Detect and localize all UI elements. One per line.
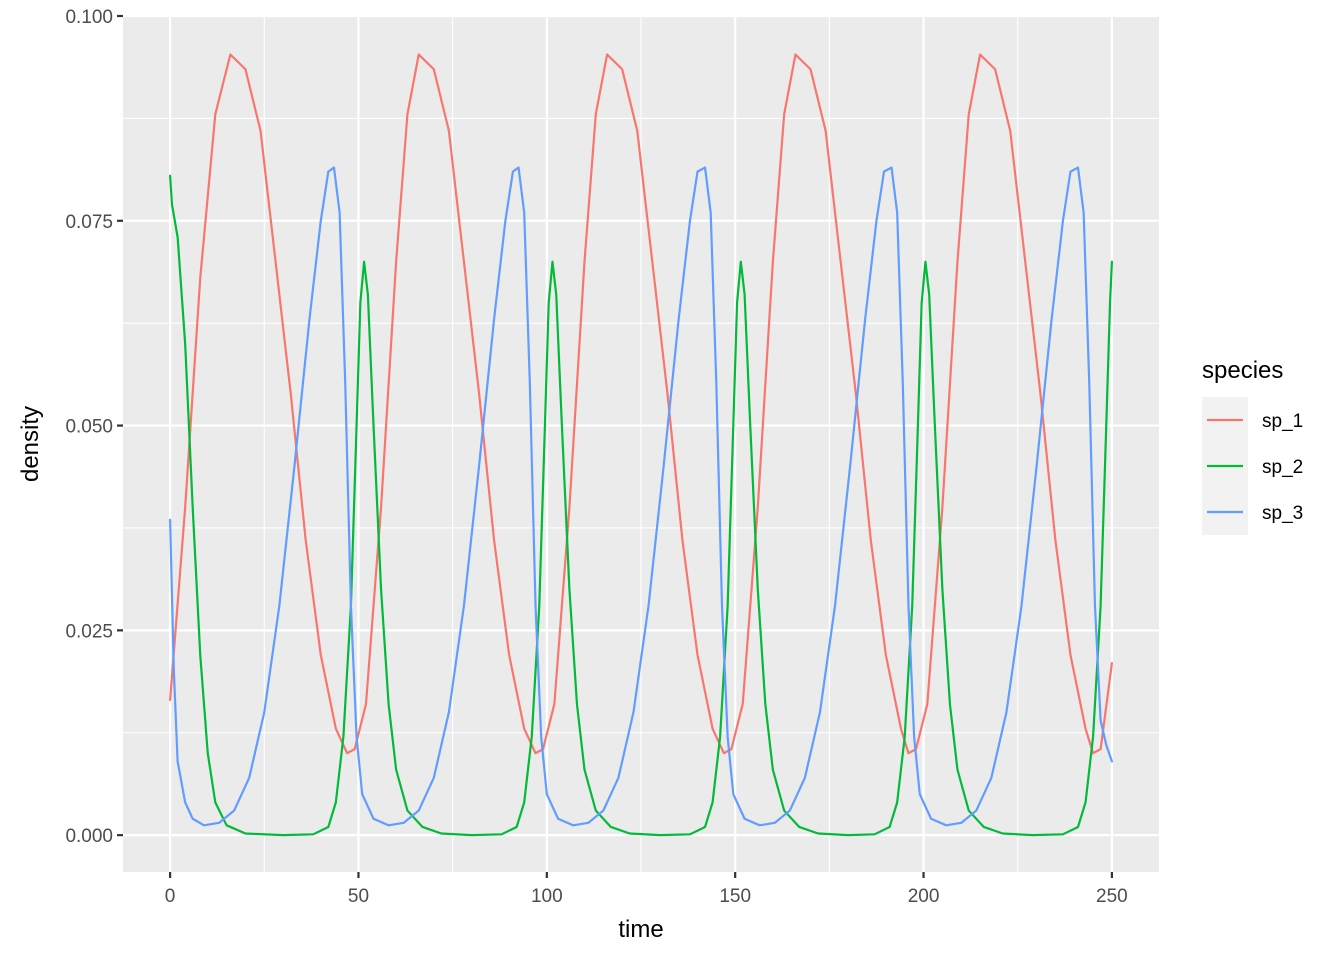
legend: species sp_1 sp_2 sp_3 bbox=[1202, 357, 1303, 535]
x-tick-label: 250 bbox=[1096, 886, 1128, 907]
y-tick-label: 0.025 bbox=[65, 621, 113, 642]
y-axis-title: density bbox=[17, 406, 44, 482]
legend-label-sp-2: sp_2 bbox=[1262, 457, 1303, 478]
legend-label-sp-3: sp_3 bbox=[1262, 503, 1303, 524]
legend-title: species bbox=[1202, 357, 1283, 384]
x-tick-label: 100 bbox=[531, 886, 563, 907]
y-tick-label: 0.050 bbox=[65, 417, 113, 438]
y-tick-label: 0.075 bbox=[65, 212, 113, 233]
series-layer bbox=[168, 53, 1114, 837]
x-tick-label: 200 bbox=[908, 886, 940, 907]
legend-label-sp-1: sp_1 bbox=[1262, 411, 1303, 432]
x-axis: 0 50 100 150 200 250 bbox=[165, 872, 1128, 907]
y-tick-label: 0.000 bbox=[65, 826, 113, 847]
series-line-sp-2 bbox=[168, 174, 1114, 837]
y-axis: 0.000 0.025 0.050 0.075 0.100 bbox=[65, 7, 123, 847]
x-tick-label: 50 bbox=[348, 886, 369, 907]
x-tick-label: 0 bbox=[165, 886, 176, 907]
x-axis-title: time bbox=[618, 916, 663, 943]
x-tick-label: 150 bbox=[719, 886, 751, 907]
series-line-sp-3 bbox=[168, 166, 1114, 827]
y-tick-label: 0.100 bbox=[65, 7, 113, 28]
